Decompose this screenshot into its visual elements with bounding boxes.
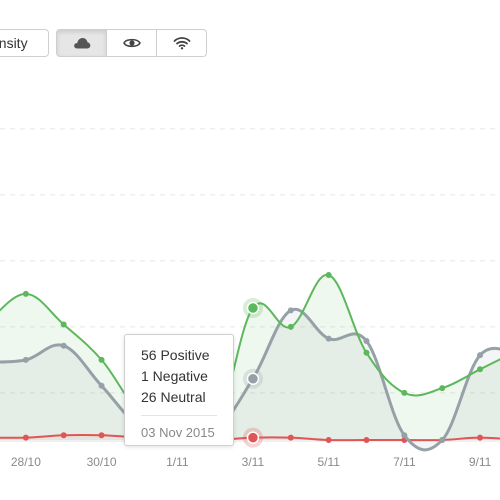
x-tick-label: 7/11 [393,455,416,469]
x-tick-label: 3/11 [241,455,265,469]
point-neutral-8 [287,307,294,314]
point-neutral-3 [98,382,105,389]
point-positive-8 [287,323,294,330]
point-negative-2 [60,432,67,439]
point-neutral-11 [401,432,408,439]
x-tick-label: 28/10 [10,455,41,469]
density-button[interactable]: ensity [0,29,49,57]
x-tick-label: 9/11 [468,455,492,469]
tooltip-divider [141,415,217,416]
highlight-point-positive [246,301,260,315]
point-negative-3 [98,432,105,439]
cloud-icon [73,38,90,49]
eye-view-button[interactable] [106,29,157,57]
chart-tooltip: 56 Positive 1 Negative 26 Neutral 03 Nov… [124,334,234,446]
point-positive-10 [363,349,370,356]
point-positive-11 [401,389,408,396]
x-tick-label: 30/10 [86,455,117,469]
x-tick-label: 5/11 [317,455,340,469]
wifi-icon [173,37,190,50]
wifi-view-button[interactable] [156,29,207,57]
highlight-point-neutral [246,372,260,385]
point-neutral-10 [363,338,370,344]
point-positive-3 [98,356,105,363]
cloud-view-button[interactable] [56,29,107,57]
point-negative-1 [22,434,29,441]
eye-icon [122,38,141,48]
x-tick-label: 1/11 [166,455,189,469]
point-positive-1 [22,290,29,297]
point-positive-2 [60,321,67,328]
point-neutral-2 [60,342,67,349]
point-negative-8 [287,434,294,441]
point-positive-12 [439,385,446,392]
point-positive-13 [477,366,484,373]
line-neutral [0,307,500,452]
point-neutral-1 [22,356,29,363]
point-negative-9 [325,437,332,443]
density-label: ensity [0,35,28,51]
tooltip-date: 03 Nov 2015 [141,425,215,440]
view-toggle-group [56,29,207,57]
point-neutral-13 [477,352,484,359]
tooltip-negative: 1 Negative [141,368,208,384]
point-neutral-12 [439,437,446,443]
point-positive-9 [325,272,332,278]
point-negative-13 [477,434,484,441]
tooltip-neutral: 26 Neutral [141,389,206,405]
tooltip-positive: 56 Positive [141,347,210,363]
point-neutral-9 [325,335,332,342]
point-negative-10 [363,437,370,443]
highlight-point-negative [246,431,260,444]
